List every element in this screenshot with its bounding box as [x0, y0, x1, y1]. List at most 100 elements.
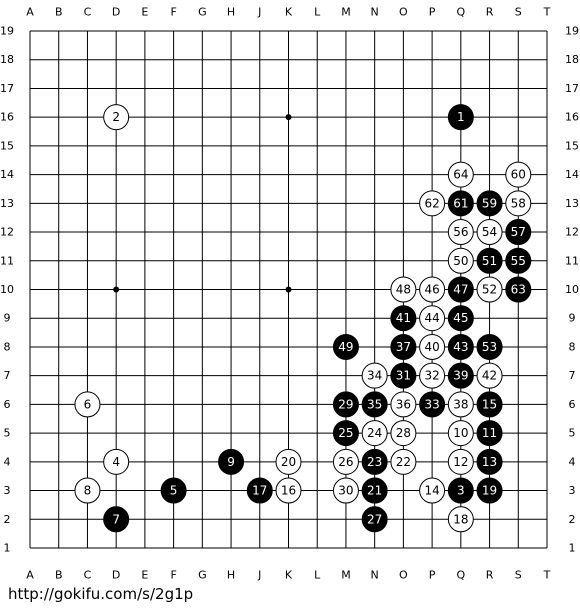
column-label: R [486, 6, 494, 19]
stone [476, 190, 503, 217]
star-point [285, 114, 292, 121]
move-number: 53 [482, 340, 497, 354]
move-number: 14 [424, 484, 439, 498]
stone [447, 247, 474, 274]
stone [447, 276, 474, 303]
column-label: T [543, 6, 551, 19]
stone [275, 477, 302, 504]
row-label: 11 [565, 254, 579, 267]
row-label: 18 [0, 53, 14, 66]
stone [419, 305, 446, 332]
column-label: K [285, 569, 293, 582]
row-label: 3 [4, 484, 11, 497]
move-number: 58 [511, 196, 526, 210]
column-label: G [198, 569, 207, 582]
column-label: H [227, 569, 235, 582]
move-number: 60 [511, 168, 526, 182]
row-label: 7 [569, 369, 576, 382]
move-number: 38 [453, 397, 468, 411]
stone [361, 362, 388, 389]
stone [419, 190, 446, 217]
stone [505, 276, 532, 303]
url: http://gokifu.com/s/2g1p [8, 585, 193, 603]
row-label: 19 [565, 25, 579, 38]
stone [419, 477, 446, 504]
stone [505, 161, 532, 188]
row-label: 15 [565, 139, 579, 152]
move-number: 62 [424, 196, 439, 210]
row-label: 4 [569, 455, 576, 468]
stone [390, 276, 417, 303]
stone [390, 333, 417, 360]
move-number: 31 [396, 369, 411, 383]
column-label: G [198, 6, 207, 19]
move-number: 40 [424, 340, 439, 354]
move-number: 13 [482, 455, 497, 469]
stone [476, 477, 503, 504]
row-label: 17 [565, 82, 579, 95]
move-number: 12 [453, 455, 468, 469]
stone [476, 219, 503, 246]
stone [476, 276, 503, 303]
column-label: A [26, 6, 34, 19]
move-number: 41 [396, 311, 411, 325]
column-label: B [55, 569, 63, 582]
move-number: 6 [84, 397, 92, 411]
stone [390, 362, 417, 389]
stone [505, 190, 532, 217]
move-number: 43 [453, 340, 468, 354]
row-label: 11 [0, 254, 14, 267]
column-label: O [399, 6, 408, 19]
move-number: 4 [112, 455, 120, 469]
stone [390, 391, 417, 418]
row-label: 10 [0, 283, 14, 296]
move-number: 61 [453, 196, 468, 210]
column-label: C [84, 569, 92, 582]
column-label: K [285, 6, 293, 19]
move-number: 27 [367, 512, 382, 526]
column-label: E [141, 6, 148, 19]
move-number: 17 [252, 484, 267, 498]
row-label: 3 [569, 484, 576, 497]
move-number: 7 [112, 512, 120, 526]
move-number: 56 [453, 225, 468, 239]
move-number: 5 [170, 484, 178, 498]
row-label: 13 [565, 197, 579, 210]
move-number: 8 [84, 484, 92, 498]
move-number: 57 [511, 225, 526, 239]
move-number: 42 [482, 369, 497, 383]
move-number: 46 [424, 283, 439, 297]
move-number: 39 [453, 369, 468, 383]
column-label: N [371, 569, 379, 582]
stone [103, 506, 130, 533]
stone [361, 506, 388, 533]
stone [74, 477, 101, 504]
row-label: 9 [4, 312, 11, 325]
column-label: Q [456, 569, 465, 582]
column-label: O [399, 569, 408, 582]
stone [447, 477, 474, 504]
stone [447, 448, 474, 475]
stone [103, 104, 130, 131]
row-label: 8 [569, 340, 576, 353]
column-label: J [257, 6, 261, 19]
move-number: 32 [424, 369, 439, 383]
move-number: 35 [367, 397, 382, 411]
move-number: 2 [112, 110, 120, 124]
column-label: A [26, 569, 34, 582]
column-label: N [371, 6, 379, 19]
stone [476, 420, 503, 447]
column-label: S [515, 6, 522, 19]
move-number: 45 [453, 311, 468, 325]
row-label: 6 [4, 398, 11, 411]
move-number: 18 [453, 512, 468, 526]
column-label: E [141, 569, 148, 582]
column-label: J [257, 569, 261, 582]
column-label: L [314, 569, 321, 582]
stone [447, 305, 474, 332]
stone [447, 506, 474, 533]
row-label: 12 [0, 226, 14, 239]
stone [447, 362, 474, 389]
column-label: F [170, 6, 176, 19]
